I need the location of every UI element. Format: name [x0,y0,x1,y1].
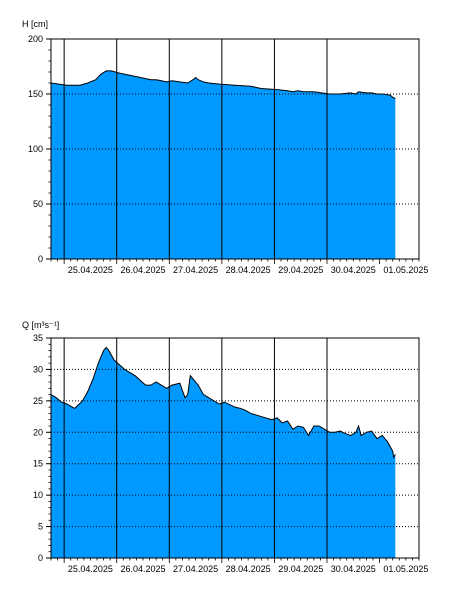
y-tick-label: 10 [33,490,43,500]
y-tick-label: 20 [33,427,43,437]
discharge-chart: 0 5 10 15 20 25 30 35 25.04.2025 26.04.2025 27.04.… [22,320,428,574]
series-area [51,347,396,558]
y-tick-label: 5 [38,522,43,532]
x-tick-label: 29.04.2025 [278,265,323,275]
plot-frame [50,38,420,260]
x-tick-label: 28.04.2025 [226,265,271,275]
x-tick-label: 28.04.2025 [226,564,271,574]
x-tick-label: 25.04.2025 [68,564,113,574]
series-area [51,70,396,260]
x-tick-label: 01.05.2025 [383,564,428,574]
x-tick-label: 27.04.2025 [173,265,218,275]
y-axis-unit-label: Q [m³s⁻¹] [22,320,59,330]
y-tick-label: 35 [33,333,43,343]
x-tick-label: 26.04.2025 [120,265,165,275]
y-tick-label: 100 [28,144,43,154]
y-tick-label: 25 [33,396,43,406]
y-tick-label: 50 [33,199,43,209]
series-line [50,346,396,460]
x-tick-label: 27.04.2025 [173,564,218,574]
y-tick-label: 0 [38,553,43,563]
y-axis-unit-label: H [cm] [22,19,48,29]
y-tick-label: 150 [28,89,43,99]
x-tick-label: 25.04.2025 [68,265,113,275]
plot-frame [50,337,420,559]
y-tick-label: 30 [33,364,43,374]
y-tick-label: 15 [33,459,43,469]
water-level-chart: 0 50 100 150 200 25.04.2025 26.04.2025 27.04.20… [22,19,428,275]
x-tick-label: 30.04.2025 [331,564,376,574]
x-tick-label: 01.05.2025 [383,265,428,275]
y-tick-label: 200 [28,34,43,44]
x-tick-label: 26.04.2025 [120,564,165,574]
series-line [50,70,396,99]
x-tick-label: 29.04.2025 [278,564,323,574]
y-tick-label: 0 [38,254,43,264]
x-tick-label: 30.04.2025 [331,265,376,275]
